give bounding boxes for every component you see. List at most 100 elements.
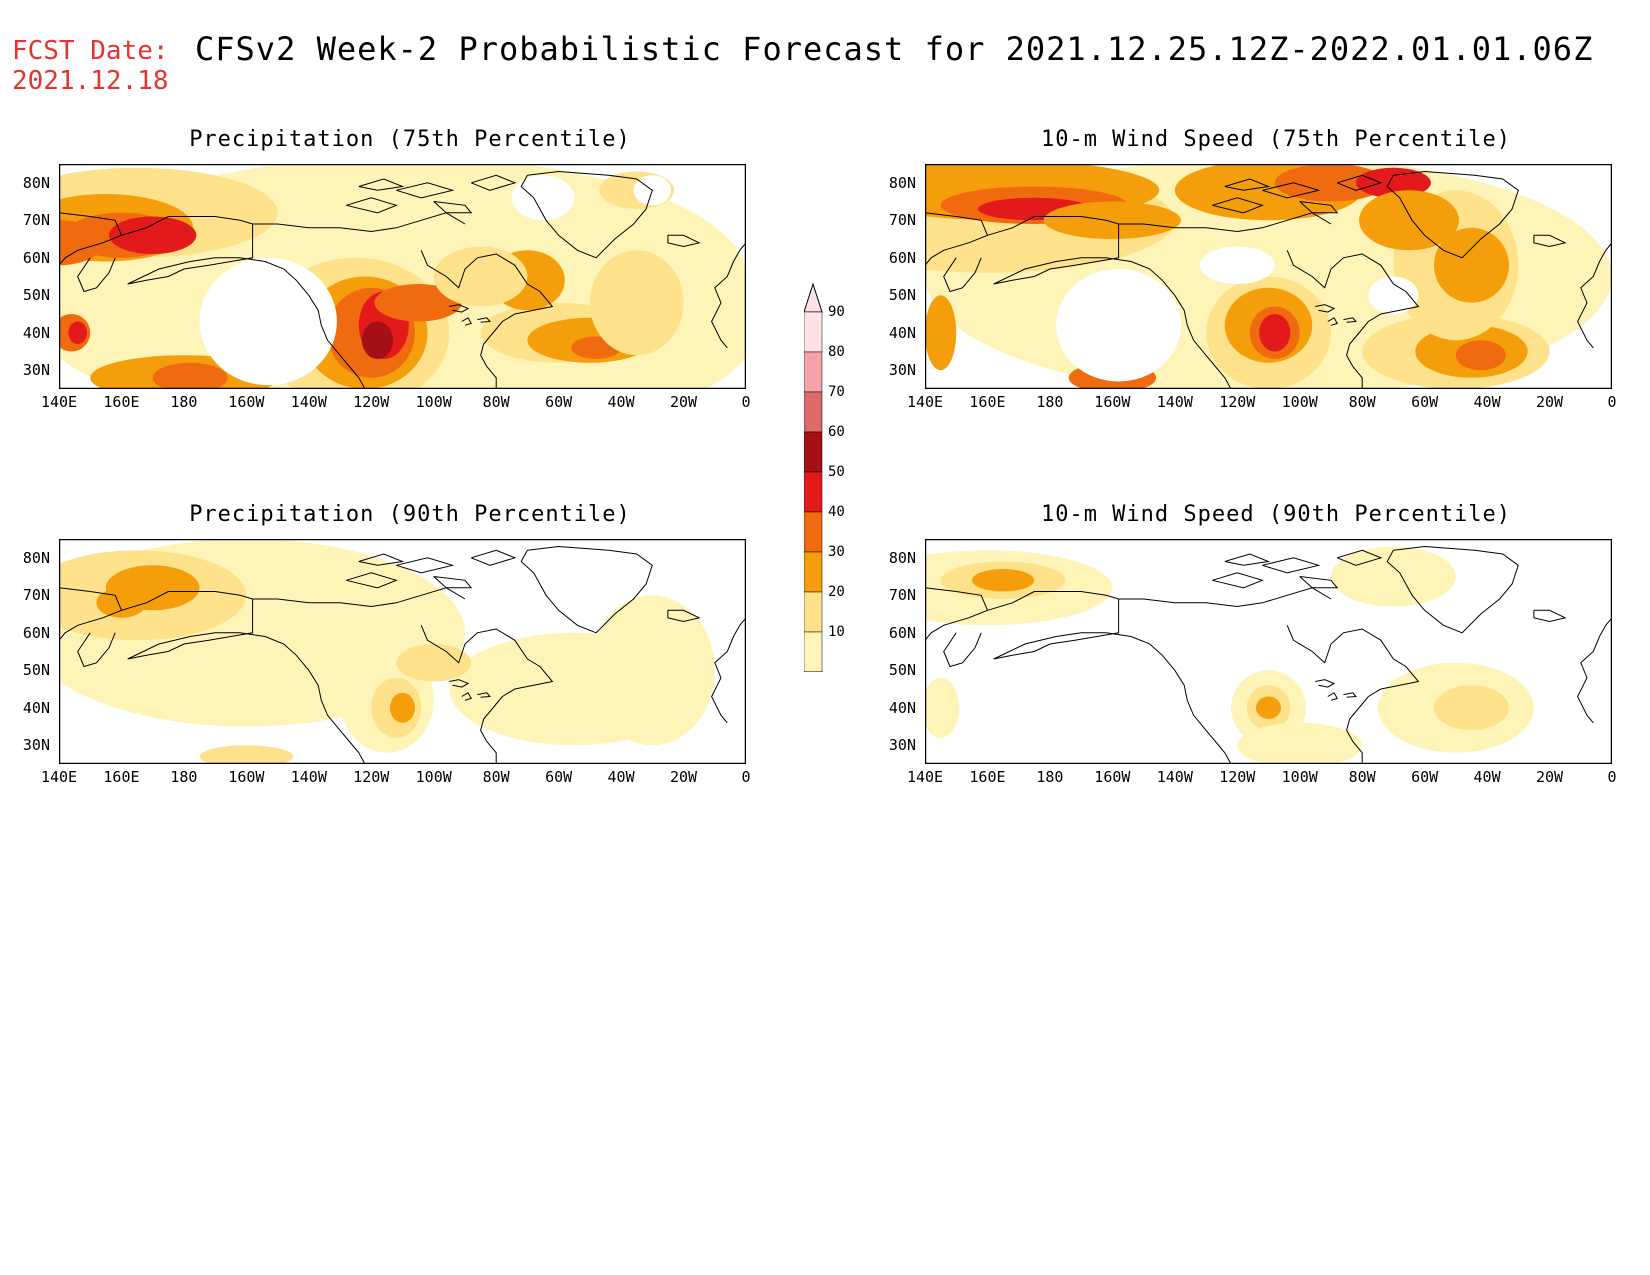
- coastline: [252, 212, 466, 233]
- precip-75th-map-svg: [59, 164, 746, 389]
- coastline: [667, 609, 701, 623]
- panel-title: Precipitation (75th Percentile): [189, 127, 631, 152]
- latitude-label: 30N: [22, 736, 50, 755]
- latitude-label: 80N: [22, 173, 50, 192]
- coastline: [1224, 553, 1271, 566]
- longitude-label: 0: [741, 768, 751, 786]
- latitude-label: 70N: [888, 211, 916, 230]
- longitude-label: 120W: [353, 768, 390, 786]
- latitude-label: 80N: [22, 548, 50, 567]
- longitude-label: 20W: [1535, 393, 1564, 411]
- latitude-label: 60N: [888, 248, 916, 267]
- low-probability-area: [511, 175, 575, 221]
- longitude-label: 160E: [969, 393, 1006, 411]
- precip-75th-panel: Precipitation (75th Percentile) 80N 70N 60…: [0, 127, 751, 427]
- coastline: [449, 679, 470, 688]
- map-frame: [925, 164, 1612, 389]
- wind-90th-map-svg: [925, 539, 1612, 764]
- coastline: [1337, 549, 1383, 566]
- wind-75th-panel: 10-m Wind Speed (75th Percentile) 80N 70N…: [866, 127, 1617, 427]
- latitude-label: 50N: [22, 661, 50, 680]
- latitude-label: 30N: [888, 361, 916, 380]
- colorbar-segment: [803, 631, 823, 673]
- coastline: [77, 632, 116, 668]
- coastline: [471, 174, 517, 191]
- longitude-label: 60W: [1411, 393, 1439, 411]
- colorbar-label: 30: [828, 544, 845, 560]
- coastline: [59, 212, 123, 266]
- longitude-label: 100W: [1281, 393, 1318, 411]
- coastline: [358, 178, 405, 191]
- coastline: [1315, 679, 1336, 688]
- longitude-label: 180: [170, 393, 198, 411]
- colorbar-label: 60: [828, 424, 845, 440]
- probability-contour: [1043, 201, 1182, 239]
- coastline: [943, 632, 982, 668]
- coastline: [358, 553, 405, 566]
- probability-contour: [199, 745, 294, 764]
- probability-contour: [971, 569, 1035, 592]
- coastline: [1386, 170, 1519, 259]
- longitude-label: 160W: [1094, 393, 1131, 411]
- coastline: [667, 234, 701, 248]
- colorbar-svg: 90 80 70 60 50 40 30 20 10: [803, 282, 845, 702]
- coastline: [1262, 557, 1321, 574]
- coastline: [925, 587, 989, 641]
- longitude-label: 100W: [415, 393, 452, 411]
- precip-90th-panel: Precipitation (90th Percentile) 80N 70N 60…: [0, 502, 751, 802]
- longitude-label: 60W: [545, 393, 573, 411]
- precip-90th-map-svg: [59, 539, 746, 764]
- coastline: [1533, 609, 1567, 623]
- latitude-label: 40N: [22, 323, 50, 342]
- panel-title: 10-m Wind Speed (75th Percentile): [1040, 127, 1512, 152]
- longitude-label: 40W: [1473, 393, 1501, 411]
- longitude-label: 0: [1607, 768, 1617, 786]
- longitude-label: 20W: [669, 768, 698, 786]
- coastline: [1386, 545, 1519, 634]
- longitude-label: 100W: [415, 768, 452, 786]
- probability-contour: [68, 321, 88, 344]
- latitude-label: 40N: [888, 698, 916, 717]
- coastline: [987, 216, 1232, 389]
- wind-75th-map: [925, 164, 1612, 389]
- longitude-label: 0: [741, 393, 751, 411]
- colorbar-segment: [803, 391, 823, 433]
- colorbar-segment: [803, 351, 823, 393]
- colorbar-label: 70: [828, 384, 845, 400]
- probability-contour: [1237, 722, 1363, 764]
- forecast-date-value: 2021.12.18: [12, 66, 169, 96]
- panel-title: Precipitation (90th Percentile): [189, 502, 631, 527]
- coastline: [1327, 317, 1338, 326]
- colorbar-segment: [803, 551, 823, 593]
- colorbar-label: 10: [828, 624, 845, 640]
- probability-contour: [1256, 696, 1281, 719]
- probability-contour: [1359, 190, 1459, 251]
- probability-contour: [1355, 167, 1431, 198]
- map-frame: [925, 539, 1612, 764]
- colorbar-segment: [803, 511, 823, 553]
- coastline: [1343, 317, 1357, 323]
- coastline: [346, 572, 398, 589]
- coastline: [461, 692, 472, 701]
- latitude-axis: 80N 70N 60N 50N 40N 30N: [866, 539, 920, 764]
- longitude-axis: 140E 160E 180 160W 140W 120W 100W 80W 60W 40W 20W 0: [41, 768, 751, 788]
- longitude-label: 80W: [482, 768, 510, 786]
- longitude-label: 80W: [1348, 768, 1376, 786]
- longitude-label: 120W: [1219, 393, 1256, 411]
- longitude-label: 160W: [1094, 768, 1131, 786]
- colorbar-label: 90: [828, 304, 845, 320]
- latitude-label: 40N: [22, 698, 50, 717]
- probability-contour: [925, 677, 960, 738]
- probability-contour: [1274, 164, 1388, 202]
- panel-title: 10-m Wind Speed (90th Percentile): [1040, 502, 1512, 527]
- latitude-label: 30N: [888, 736, 916, 755]
- coastline: [121, 591, 366, 764]
- colorbar-segment: [803, 311, 823, 353]
- colorbar-label: 20: [828, 584, 845, 600]
- latitude-axis: 80N 70N 60N 50N 40N 30N: [0, 164, 54, 389]
- map-frame: [59, 164, 746, 389]
- probability-contour: [589, 250, 684, 356]
- latitude-axis: 80N 70N 60N 50N 40N 30N: [0, 539, 54, 764]
- probability-contour: [361, 321, 394, 359]
- wind-90th-map: [925, 539, 1612, 764]
